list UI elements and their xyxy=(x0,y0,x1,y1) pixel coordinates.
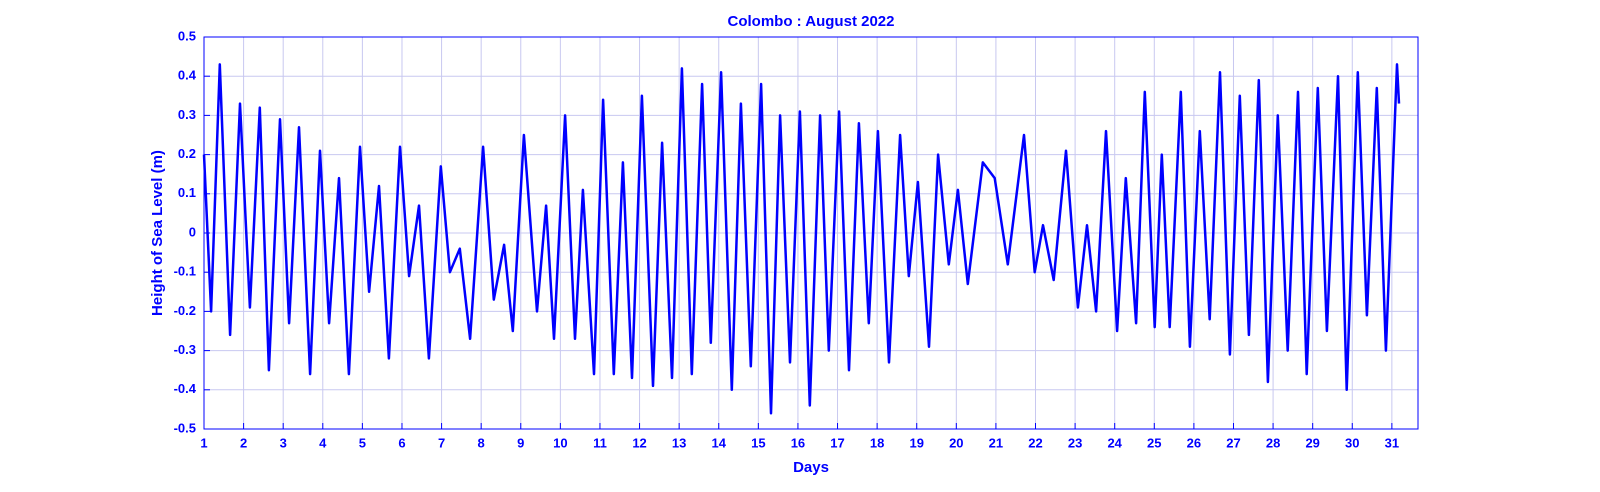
x-tick-label: 20 xyxy=(949,435,963,450)
x-tick-label: 19 xyxy=(909,435,923,450)
y-tick-label: -0.4 xyxy=(174,381,197,396)
x-tick-label: 3 xyxy=(280,435,287,450)
x-tick-label: 27 xyxy=(1226,435,1240,450)
x-tick-label: 28 xyxy=(1266,435,1280,450)
chart-title: Colombo : August 2022 xyxy=(728,13,895,30)
x-tick-label: 23 xyxy=(1068,435,1082,450)
x-tick-label: 21 xyxy=(989,435,1003,450)
x-tick-label: 12 xyxy=(632,435,646,450)
x-tick-label: 4 xyxy=(319,435,327,450)
x-tick-label: 24 xyxy=(1107,435,1122,450)
x-tick-label: 10 xyxy=(553,435,567,450)
x-tick-label: 30 xyxy=(1345,435,1359,450)
y-tick-label: -0.5 xyxy=(174,420,196,435)
x-tick-label: 1 xyxy=(200,435,207,450)
x-tick-label: 25 xyxy=(1147,435,1161,450)
x-tick-label: 13 xyxy=(672,435,686,450)
x-tick-label: 9 xyxy=(517,435,524,450)
y-tick-label: -0.1 xyxy=(174,264,196,279)
x-tick-label: 2 xyxy=(240,435,247,450)
y-tick-label: 0.4 xyxy=(178,68,197,83)
x-tick-label: 14 xyxy=(712,435,727,450)
x-tick-label: 22 xyxy=(1028,435,1042,450)
x-tick-label: 8 xyxy=(478,435,485,450)
x-tick-label: 26 xyxy=(1187,435,1201,450)
x-tick-label: 17 xyxy=(830,435,844,450)
x-tick-label: 18 xyxy=(870,435,884,450)
x-axis-label: Days xyxy=(793,459,829,476)
y-tick-label: 0 xyxy=(189,224,196,239)
x-tick-label: 29 xyxy=(1305,435,1319,450)
plot-frame xyxy=(203,36,1419,430)
y-tick-label: 0.5 xyxy=(178,28,196,43)
x-tick-label: 15 xyxy=(751,435,765,450)
y-tick-label: 0.1 xyxy=(178,185,196,200)
x-tick-label: 31 xyxy=(1385,435,1399,450)
sea-level-line xyxy=(202,63,1401,415)
x-tick-label: 11 xyxy=(593,435,607,450)
y-tick-label: -0.3 xyxy=(174,342,196,357)
y-tick-label: -0.2 xyxy=(174,303,196,318)
y-axis-label: Height of Sea Level (m) xyxy=(149,150,166,316)
x-tick-label: 7 xyxy=(438,435,445,450)
x-tick-label: 5 xyxy=(359,435,366,450)
y-tick-label: 0.3 xyxy=(178,107,196,122)
y-tick-label: 0.2 xyxy=(178,146,196,161)
x-tick-label: 16 xyxy=(791,435,805,450)
x-tick-label: 6 xyxy=(398,435,405,450)
